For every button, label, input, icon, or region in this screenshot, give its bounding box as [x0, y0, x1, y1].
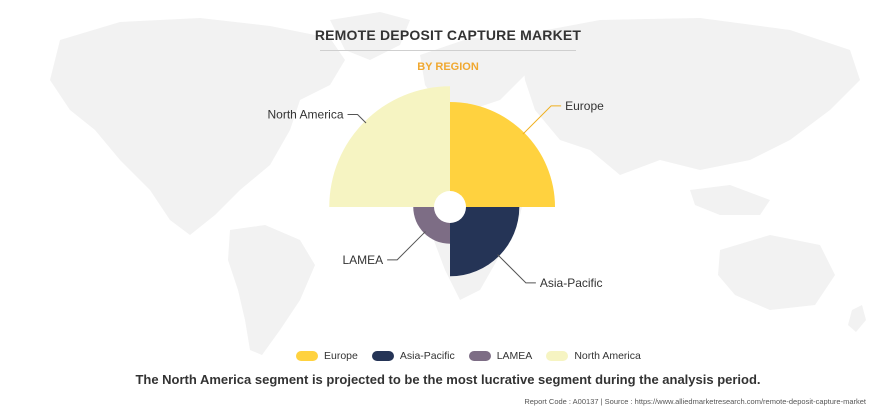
legend-item-lamea[interactable]: LAMEA: [468, 350, 533, 362]
leader-line-asia-pacific: [497, 254, 536, 284]
chart-title: REMOTE DEPOSIT CAPTURE MARKET: [314, 27, 582, 43]
legend-item-europe[interactable]: Europe: [296, 350, 358, 362]
legend-item-asia-pacific[interactable]: Asia-Pacific: [371, 350, 455, 362]
sector-asia-pacific[interactable]: [450, 207, 520, 277]
legend-label-north-america: North America: [574, 350, 641, 362]
legend-label-asia-pacific: Asia-Pacific: [399, 350, 455, 362]
chart-footnote: The North America segment is projected t…: [135, 372, 761, 387]
center-hole: [434, 191, 466, 223]
data-label-europe: Europe: [565, 99, 604, 113]
legend-label-lamea: LAMEA: [496, 350, 533, 362]
legend-swatch-europe: [296, 351, 318, 361]
data-label-asia-pacific: Asia-Pacific: [540, 276, 603, 290]
leader-line-north-america: [347, 114, 367, 124]
leader-line-europe: [522, 105, 562, 135]
legend-item-north-america[interactable]: North America: [546, 350, 641, 362]
chart-subtitle: BY REGION: [417, 61, 479, 73]
legend-label-europe: Europe: [324, 350, 358, 362]
data-label-north-america: North America: [268, 108, 344, 122]
source-line: Report Code : A00137 | Source : https://…: [524, 397, 866, 406]
legend-swatch-asia-pacific: [371, 351, 394, 361]
legend-swatch-lamea: [468, 351, 491, 361]
leader-line-lamea: [387, 231, 426, 261]
data-label-lamea: LAMEA: [342, 253, 383, 267]
legend-swatch-north-america: [546, 351, 569, 361]
chart-legend: Europe Asia-Pacific LAMEA North America: [296, 350, 655, 362]
sector-north-america[interactable]: [329, 86, 450, 207]
title-divider: [320, 50, 576, 51]
sector-europe[interactable]: [450, 102, 555, 207]
